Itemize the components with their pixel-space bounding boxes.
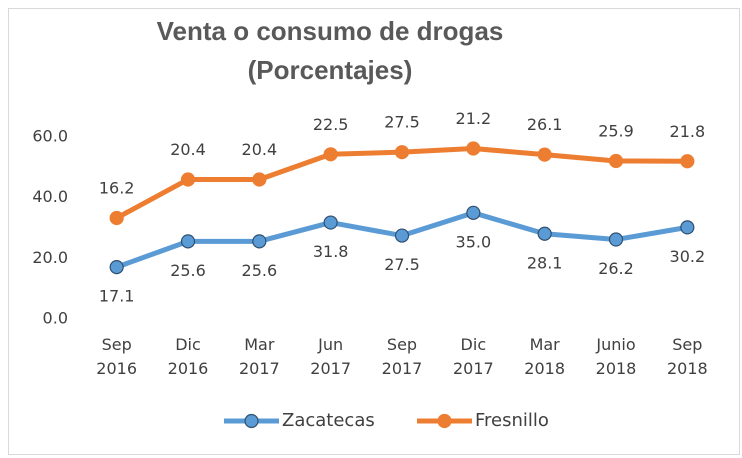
x-tick-label: Dic 2016	[167, 335, 209, 378]
point	[394, 145, 410, 160]
point	[109, 260, 124, 275]
y-tick-label: 40.0	[32, 187, 68, 206]
chart-subtitle: (Porcentajes)	[248, 55, 413, 85]
point	[537, 226, 552, 241]
point	[466, 141, 481, 156]
data-label: 31.8	[313, 242, 349, 261]
x-tick-label: Sep 2016	[96, 335, 138, 378]
legend-label: Zacatecas	[282, 410, 375, 431]
point	[608, 232, 624, 247]
point	[466, 205, 481, 220]
data-label: 17.1	[99, 287, 135, 306]
data-label: 25.6	[170, 261, 206, 280]
y-tick-label: 20.0	[32, 248, 68, 267]
y-tick-label: 0.0	[43, 309, 68, 328]
x-tick-label: Dic 2017	[452, 335, 494, 378]
data-label: 26.2	[598, 259, 634, 278]
x-tick-label: Jun 2017	[310, 335, 352, 378]
y-tick-label: 60.0	[32, 127, 68, 146]
data-label: 22.5	[313, 115, 349, 134]
data-label: 27.5	[384, 255, 420, 274]
point	[252, 234, 267, 249]
point	[109, 210, 124, 226]
legend-label: Fresnillo	[475, 410, 549, 431]
chart-title: Venta o consumo de drogas	[157, 16, 504, 46]
point	[394, 228, 410, 243]
point	[608, 153, 624, 169]
data-label: 26.1	[527, 115, 563, 134]
point	[680, 154, 695, 169]
data-label: 25.9	[598, 121, 634, 140]
data-label: 30.2	[670, 247, 706, 266]
point	[323, 147, 338, 162]
x-tick-label: Sep 2017	[381, 335, 423, 378]
point	[680, 220, 695, 235]
x-tick-label: Junio 2018	[595, 335, 637, 378]
data-label: 28.1	[527, 253, 563, 272]
data-label: 20.4	[170, 140, 206, 159]
data-label: 25.6	[242, 261, 278, 280]
point	[252, 172, 267, 187]
data-label: 16.2	[99, 178, 135, 197]
x-tick-label: Mar 2018	[524, 335, 566, 378]
data-label: 21.8	[670, 122, 706, 141]
data-label: 20.4	[242, 140, 278, 159]
x-tick-label: Sep 2018	[666, 335, 708, 378]
legend-marker	[244, 413, 259, 429]
point	[180, 172, 196, 187]
point	[180, 234, 196, 249]
data-label: 27.5	[384, 113, 420, 132]
point	[537, 147, 552, 162]
data-label: 35.0	[456, 232, 492, 251]
x-tick-label: Mar 2017	[238, 335, 280, 378]
legend-marker	[437, 413, 452, 429]
point	[323, 215, 338, 230]
data-label: 21.2	[456, 109, 492, 128]
